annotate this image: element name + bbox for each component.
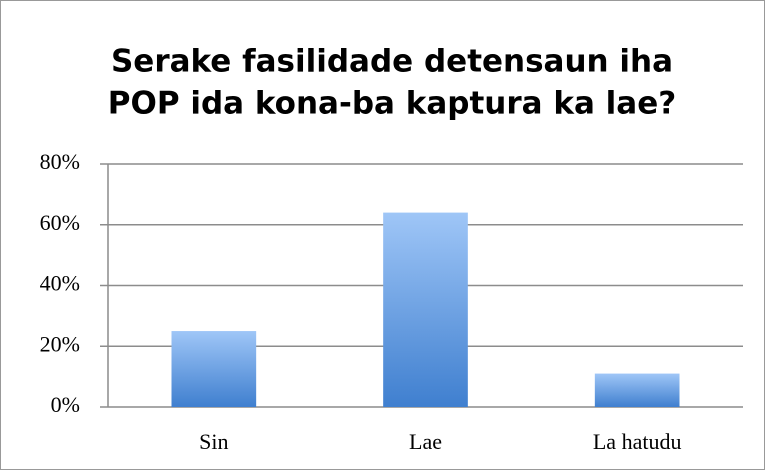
y-tick-label: 80% xyxy=(40,149,80,174)
chart-title: Serake fasilidade detensaun iha xyxy=(111,44,673,80)
bar xyxy=(171,331,257,407)
y-tick-label: 60% xyxy=(40,210,80,235)
x-tick-label: Sin xyxy=(199,429,228,454)
y-tick-label: 40% xyxy=(40,271,80,296)
bar xyxy=(383,212,468,407)
chart-title: POP ida kona-ba kaptura ka lae? xyxy=(108,86,676,122)
y-tick-label: 0% xyxy=(51,392,80,417)
bar xyxy=(594,373,680,407)
x-tick-label: La hatudu xyxy=(593,429,682,454)
y-tick-label: 20% xyxy=(40,331,80,356)
x-tick-label: Lae xyxy=(409,429,442,454)
